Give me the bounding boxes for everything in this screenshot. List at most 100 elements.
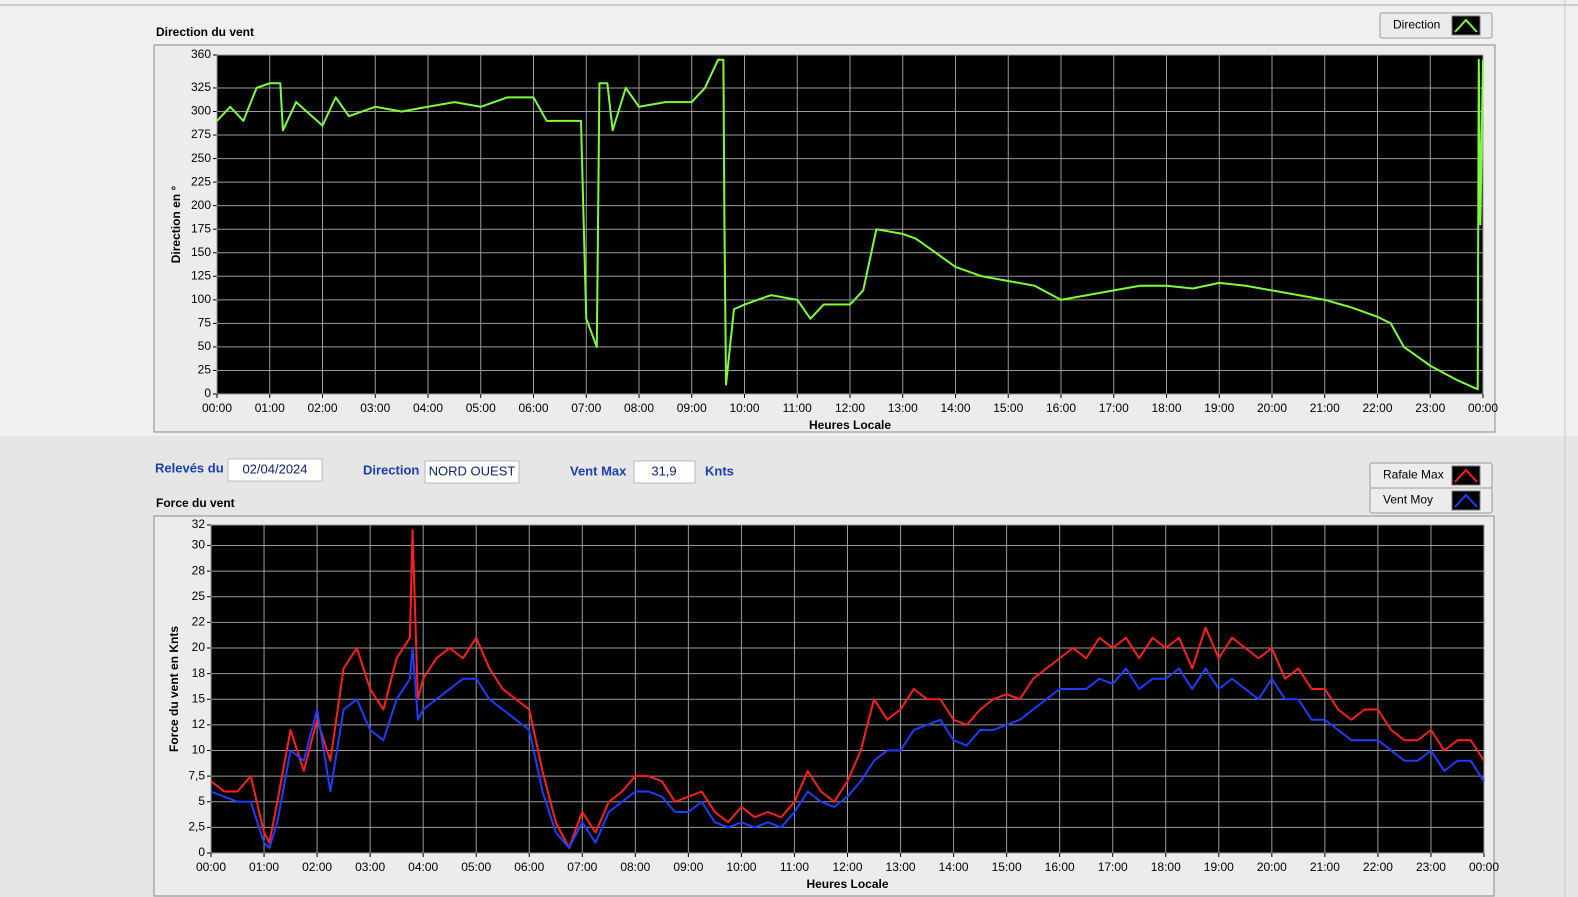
y-tick-label: 22 [192,615,206,629]
y-tick-label: 28 [192,563,206,577]
x-tick-label: 11:00 [780,860,809,874]
x-tick-label: 20:00 [1257,401,1287,415]
y-tick-label: 200 [191,198,211,212]
x-tick-label: 09:00 [673,860,703,874]
x-tick-label: 03:00 [360,401,390,415]
x-tick-label: 08:00 [620,860,650,874]
y-tick-label: 30 [192,538,206,552]
date-value: 02/04/2024 [242,461,307,476]
x-tick-label: 02:00 [302,860,332,874]
vent-max-value: 31,9 [651,463,676,478]
y-tick-label: 5 [198,794,205,808]
x-tick-label: 00:00 [1469,860,1499,874]
y-tick-label: 25 [192,589,206,603]
y-tick-label: 175 [191,221,211,235]
x-tick-label: 04:00 [408,860,438,874]
x-tick-label: 14:00 [940,401,970,415]
legend-label: Direction [1393,18,1440,32]
y-tick-label: 0 [204,386,211,400]
x-tick-label: 13:00 [886,860,916,874]
x-tick-label: 06:00 [514,860,544,874]
x-axis-title: Heures Locale [806,877,888,891]
vent-max-field[interactable] [633,460,696,484]
y-tick-label: 300 [191,104,211,118]
y-tick-label: 20 [192,640,206,654]
x-tick-label: 07:00 [571,401,601,415]
x-tick-label: 21:00 [1310,860,1340,874]
date-field[interactable] [227,458,323,482]
y-tick-label: 18 [192,666,206,680]
x-tick-label: 01:00 [255,401,285,415]
y-tick-label: 360 [191,47,211,61]
x-tick-label: 17:00 [1098,860,1128,874]
y-axis-title: Force du vent en Knts [167,626,181,752]
y-tick-label: 150 [191,245,211,259]
y-tick-label: 100 [191,292,211,306]
legend-line [1454,18,1478,33]
x-tick-label: 15:00 [993,401,1023,415]
legend-label: Vent Moy [1383,493,1433,507]
y-tick-label: 225 [191,174,211,188]
direction-field[interactable] [424,460,520,484]
x-tick-label: 12:00 [835,401,865,415]
y-tick-label: 32 [192,517,206,531]
x-tick-label: 18:00 [1151,860,1181,874]
x-tick-label: 01:00 [249,860,279,874]
legend-label: Rafale Max [1383,468,1444,482]
x-tick-label: 00:00 [196,860,226,874]
x-tick-label: 04:00 [413,401,443,415]
x-tick-label: 20:00 [1257,860,1287,874]
direction-label: Direction [363,462,419,477]
x-tick-label: 22:00 [1363,860,1393,874]
x-tick-label: 14:00 [939,860,969,874]
y-tick-label: 275 [191,127,211,141]
y-axis-title: Direction en ° [169,186,183,264]
direction-value: NORD OUEST [429,463,516,478]
x-tick-label: 13:00 [888,401,918,415]
x-tick-label: 07:00 [567,860,597,874]
x-tick-label: 17:00 [1099,401,1129,415]
y-tick-label: 50 [198,339,212,353]
x-axis-title: Heures Locale [809,418,891,432]
x-tick-label: 05:00 [466,401,496,415]
x-tick-label: 16:00 [1046,401,1076,415]
x-tick-label: 22:00 [1362,401,1392,415]
legend-swatch [1451,465,1481,486]
date-label: Relevés du [155,460,224,475]
x-tick-label: 03:00 [355,860,385,874]
x-tick-label: 10:00 [729,401,759,415]
x-tick-label: 09:00 [677,401,707,415]
data-line [210,647,1485,849]
y-tick-label: 15 [192,691,206,705]
legend-line [1454,493,1478,508]
data-line [210,529,1485,849]
data-line [216,58,1484,391]
x-tick-label: 16:00 [1045,860,1075,874]
y-tick-label: 7,5 [188,768,205,782]
legend-line [1454,468,1478,483]
x-tick-label: 00:00 [202,401,232,415]
x-tick-label: 05:00 [461,860,491,874]
x-tick-label: 15:00 [992,860,1022,874]
y-tick-label: 250 [191,151,211,165]
unit-label: Knts [705,463,734,478]
chart-title: Direction du vent [156,25,254,39]
y-tick-label: 10 [192,743,206,757]
x-tick-label: 18:00 [1151,401,1181,415]
y-tick-label: 325 [191,80,211,94]
y-tick-label: 25 [198,363,212,377]
x-tick-label: 21:00 [1310,401,1340,415]
x-tick-label: 19:00 [1204,860,1234,874]
legend-swatch [1451,15,1481,36]
y-tick-label: 12 [192,717,206,731]
x-tick-label: 10:00 [726,860,756,874]
y-tick-label: 2,5 [188,820,205,834]
vent-max-label: Vent Max [570,463,627,478]
x-tick-label: 19:00 [1204,401,1234,415]
chart-title: Force du vent [156,496,235,510]
y-tick-label: 75 [198,316,212,330]
x-tick-label: 02:00 [307,401,337,415]
x-tick-label: 00:00 [1468,401,1498,415]
